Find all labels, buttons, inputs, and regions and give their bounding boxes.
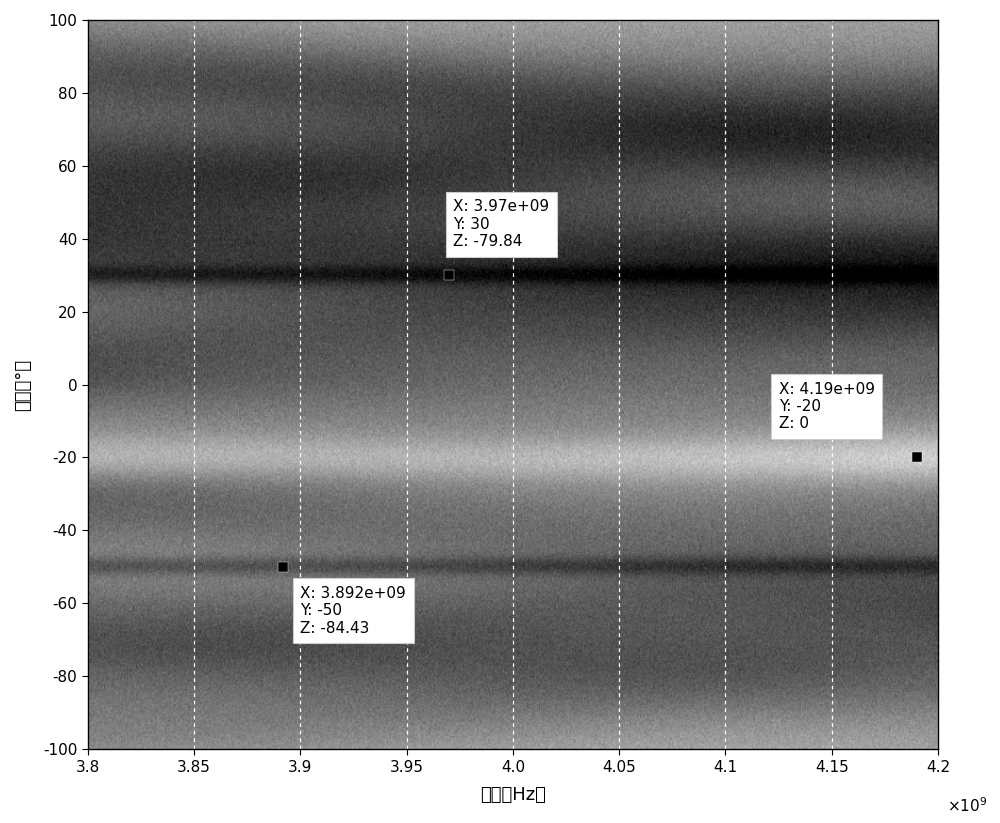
Y-axis label: 角度（°）: 角度（°） <box>14 359 32 411</box>
Text: X: 3.892e+09
Y: -50
Z: -84.43: X: 3.892e+09 Y: -50 Z: -84.43 <box>300 586 406 635</box>
Text: X: 4.19e+09
Y: -20
Z: 0: X: 4.19e+09 Y: -20 Z: 0 <box>779 382 875 431</box>
Text: $\times10^9$: $\times10^9$ <box>947 797 987 816</box>
Text: X: 3.97e+09
Y: 30
Z: -79.84: X: 3.97e+09 Y: 30 Z: -79.84 <box>453 199 550 249</box>
X-axis label: 频率（Hz）: 频率（Hz） <box>480 786 546 804</box>
